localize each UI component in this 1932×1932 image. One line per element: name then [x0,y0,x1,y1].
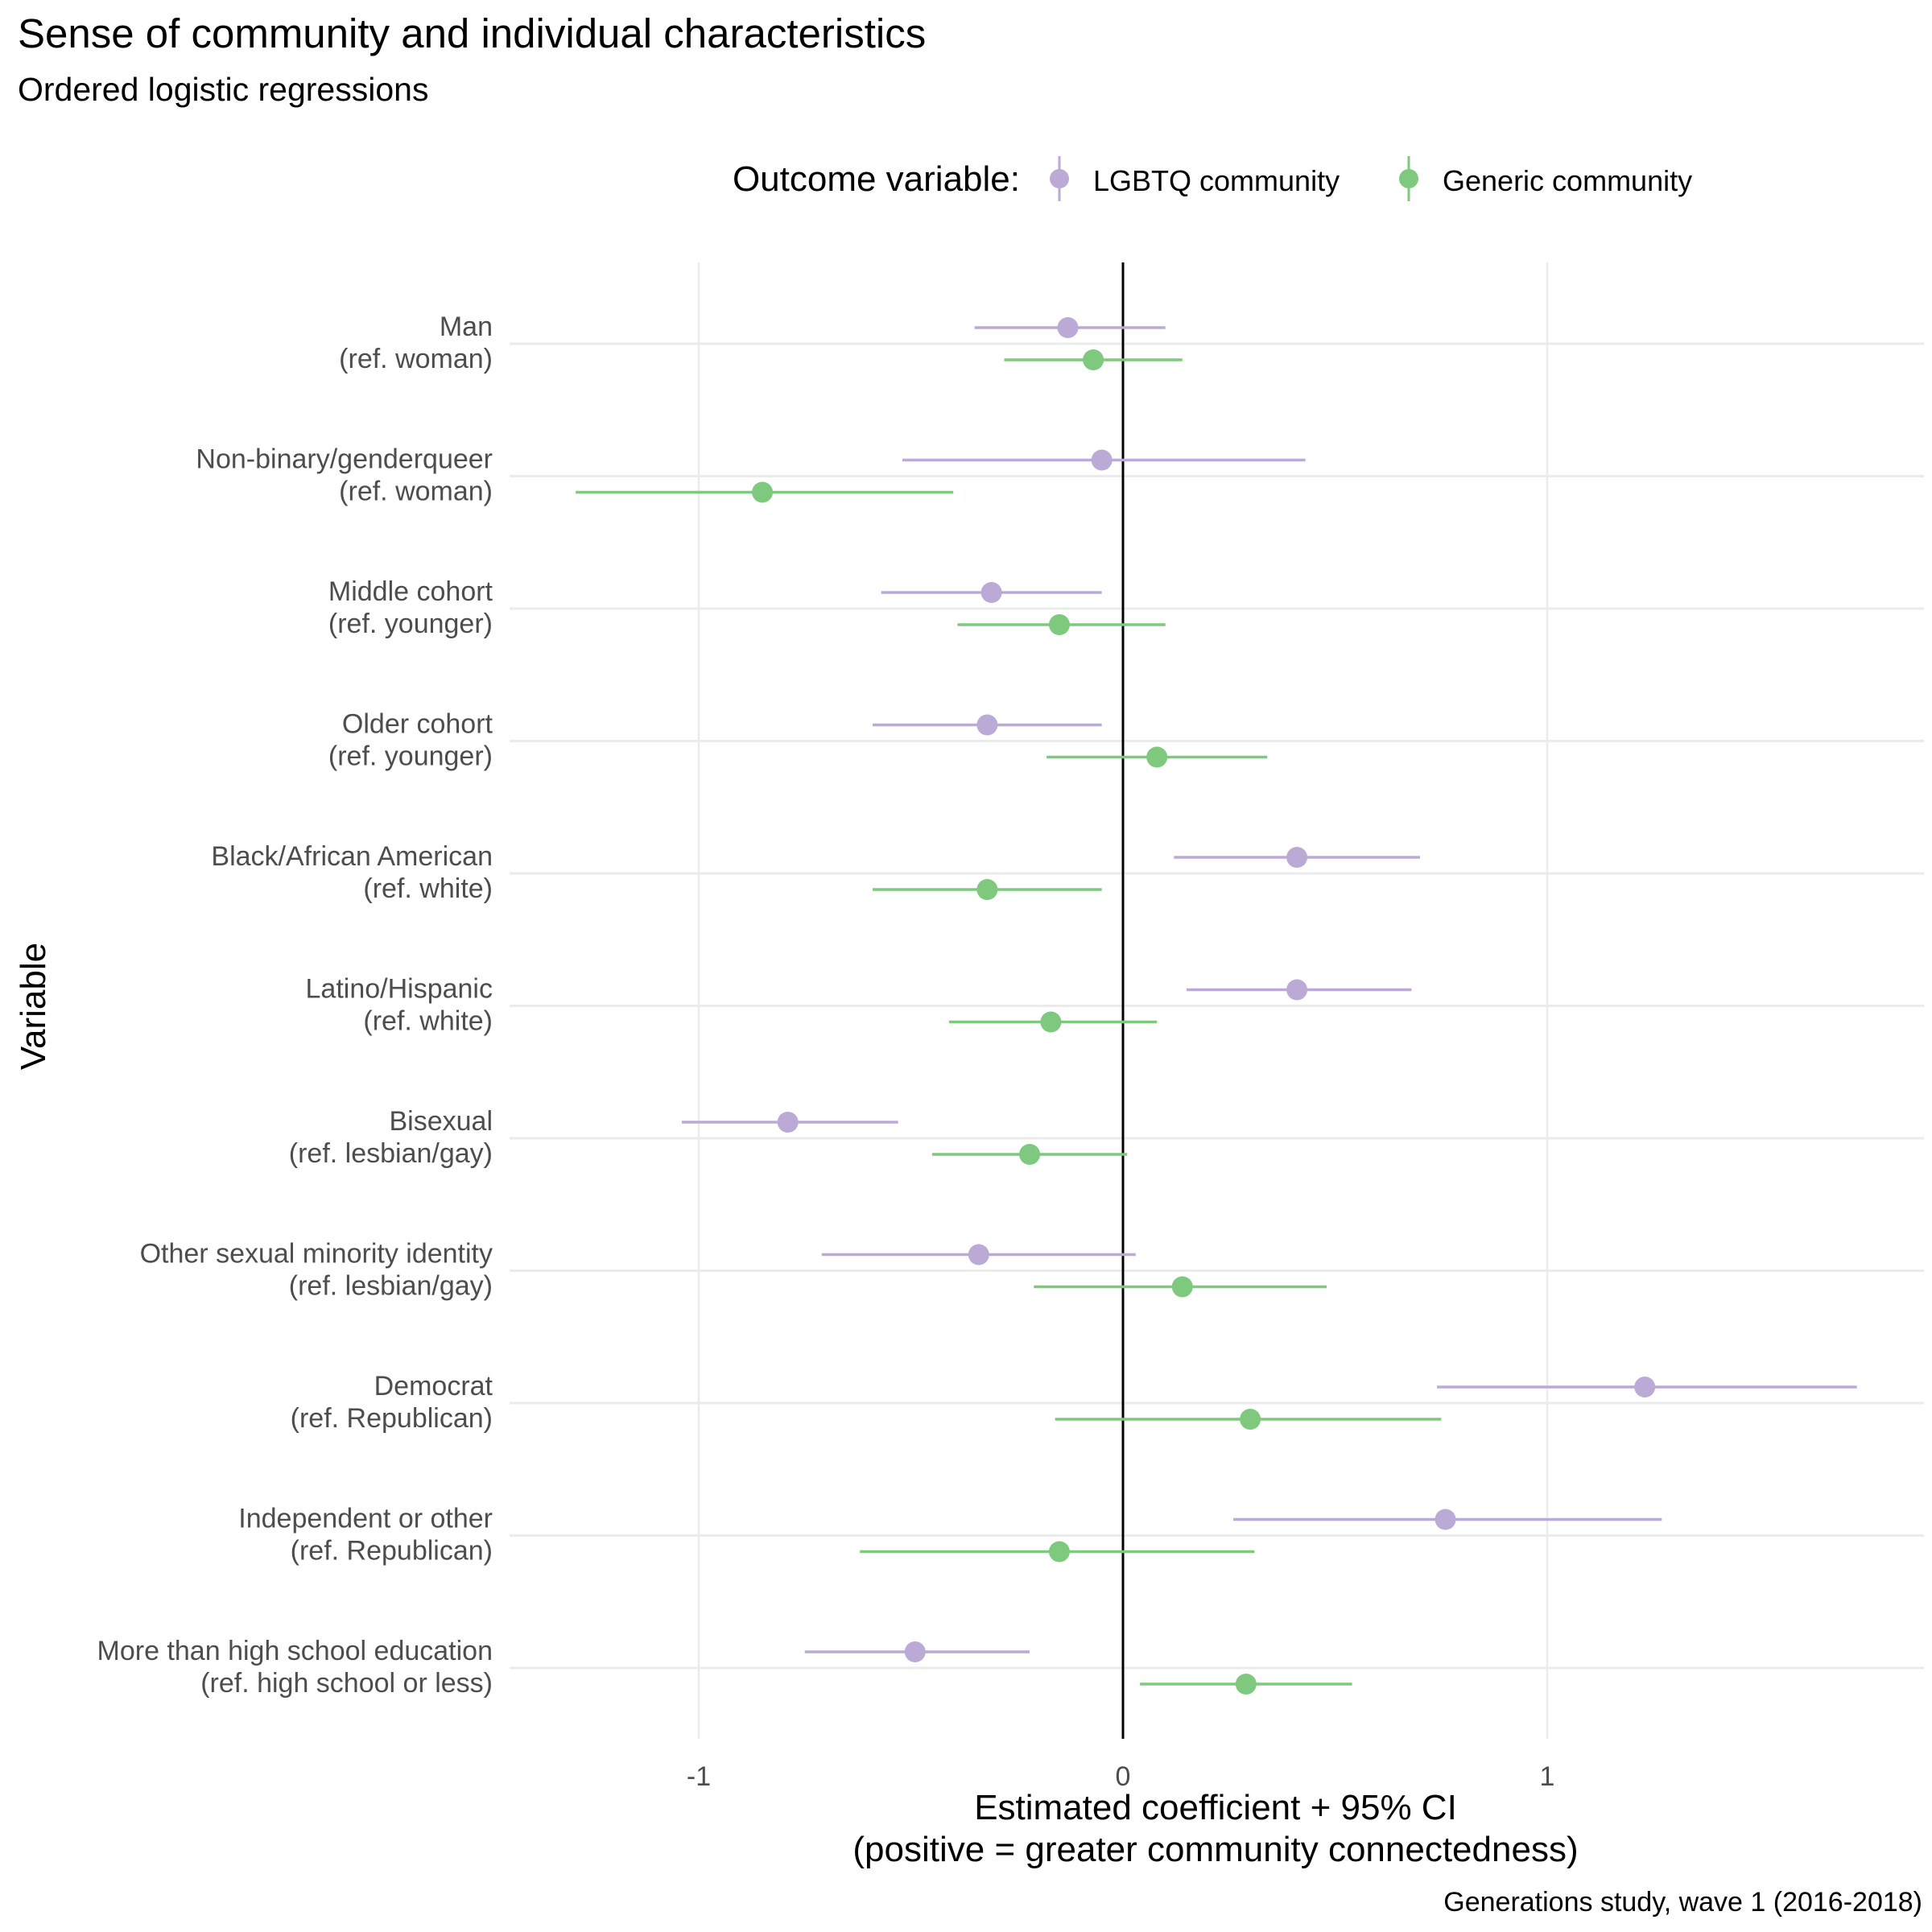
legend-label-generic: Generic community [1443,164,1693,197]
point-lgbtq [1286,979,1308,1001]
point-lgbtq [1091,449,1113,471]
point-generic [1146,746,1168,768]
legend-key-generic-icon [1399,156,1418,201]
point-lgbtq [777,1112,799,1133]
y-tick-label: Black/African American (ref. white) [211,841,493,904]
y-tick-label: Bisexual (ref. lesbian/gay) [289,1106,493,1169]
y-tick-label: Other sexual minority identity (ref. lesb… [140,1239,493,1302]
point-generic [976,879,998,900]
x-tick-label: 0 [1116,1761,1131,1792]
point-lgbtq [904,1641,926,1662]
point-lgbtq [1057,317,1079,338]
point-lgbtq [968,1244,989,1265]
y-tick-label: Man (ref. woman) [339,312,493,374]
x-axis-title-line1: Estimated coefficient + 95% CI [974,1788,1457,1827]
x-tick-label: -1 [687,1761,711,1792]
point-generic [1048,614,1070,635]
y-tick-label: Middle cohort (ref. younger) [328,576,493,639]
x-tick-label: 1 [1540,1761,1555,1792]
point-lgbtq [980,582,1002,603]
point-generic [1083,349,1104,370]
caption: Generations study, wave 1 (2016-2018) [1443,1887,1922,1918]
y-tick-label: Latino/Hispanic (ref. white) [306,974,493,1037]
chart-subtitle: Ordered logistic regressions [18,71,429,108]
chart-title: Sense of community and individual charac… [18,10,927,56]
point-lgbtq [1286,847,1308,868]
y-tick-label: Independent or other (ref. Republican) [238,1504,493,1567]
x-axis-title-line2: (positive = greater community connectedn… [852,1830,1579,1869]
point-generic [1040,1011,1062,1033]
y-tick-label: More than high school education (ref. hig… [97,1636,493,1699]
point-generic [1240,1409,1261,1430]
y-tick-label: Non-binary/genderqueer (ref. woman) [196,444,493,507]
point-lgbtq [1435,1509,1456,1530]
point-generic [1019,1144,1041,1165]
point-generic [1048,1541,1070,1563]
legend-title: Outcome variable: [732,159,1020,199]
point-lgbtq [976,714,998,736]
point-generic [1171,1276,1193,1298]
legend-label-lgbtq: LGBTQ community [1093,164,1340,197]
y-axis-title: Variable [14,942,53,1071]
point-generic [752,481,774,503]
point-lgbtq [1634,1377,1656,1397]
x-axis-title: Estimated coefficient + 95% CI (positive… [852,1787,1578,1871]
y-tick-label: Older cohort (ref. younger) [328,709,493,772]
legend-key-lgbtq-icon [1050,156,1069,201]
point-generic [1235,1674,1257,1695]
y-tick-label: Democrat (ref. Republican) [291,1371,493,1434]
